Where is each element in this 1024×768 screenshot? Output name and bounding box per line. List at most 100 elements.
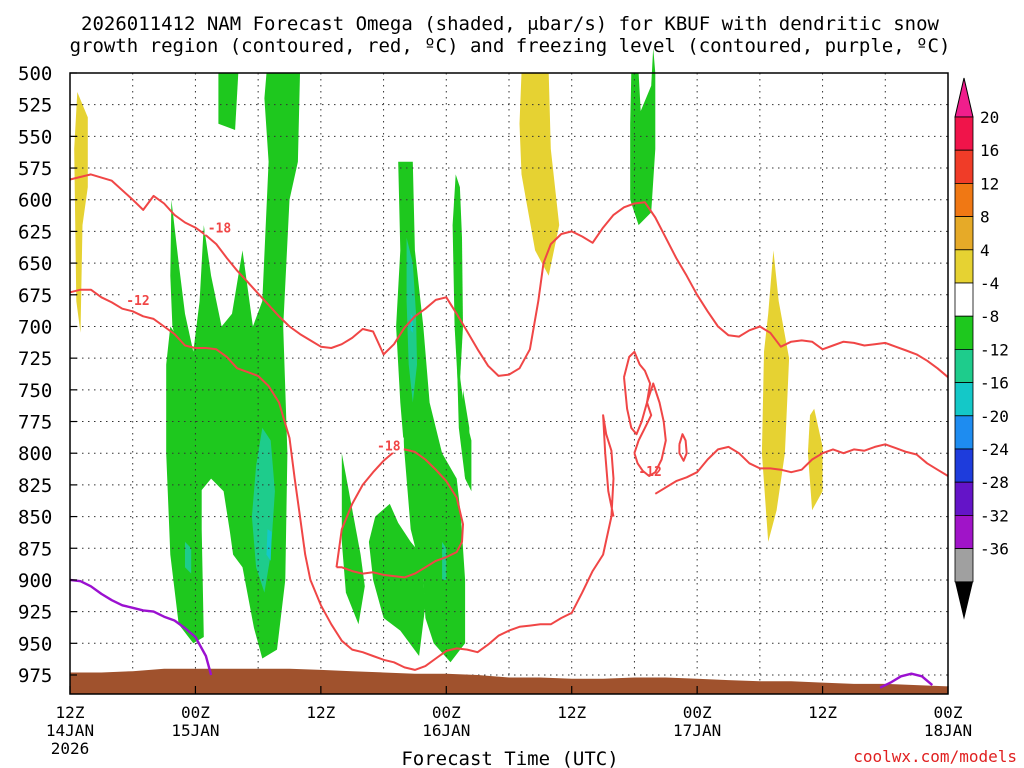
y-tick-label-525: 525: [18, 95, 52, 117]
colorbar-band-6: [954, 315, 974, 350]
colorbar-band-5: [954, 282, 974, 317]
omega-region-3: [807, 408, 823, 511]
x-tick-hour-36: 00Z: [432, 703, 461, 722]
terrain-layer: [70, 668, 948, 694]
chart-title-line-2: growth region (contoured, red, ºC) and f…: [70, 35, 951, 57]
colorbar-band-0: [954, 116, 974, 151]
red-contour-6: [623, 350, 652, 436]
y-tick-label-775: 775: [18, 412, 52, 434]
colorbar-band-10: [954, 448, 974, 483]
y-axis: 500 525 550 575 600 625 650 675 700 725 750 775 800 8…: [18, 63, 77, 687]
x-axis-label: Forecast Time (UTC): [401, 748, 618, 768]
temperature-contours: -18-12-18-12: [69, 173, 949, 689]
x-tick-year-0: 2026: [51, 739, 90, 758]
contour-label-1: -12: [126, 294, 149, 309]
contour-label-0: -18: [208, 222, 232, 237]
contour-label-bg-2: [373, 437, 404, 453]
contour-label-bg-1: [122, 291, 153, 307]
colorbar: 20 16 12 8 4 -4 -8 -12 -16 -20 -24 -28 -32 -36: [954, 77, 1009, 620]
omega-region-11: [452, 174, 463, 403]
y-tick-label-675: 675: [18, 285, 52, 307]
colorbar-band-9: [954, 415, 974, 450]
y-tick-label-500: 500: [18, 63, 52, 85]
y-tick-label-600: 600: [18, 190, 52, 212]
omega-region-18: [442, 541, 447, 580]
x-tick-hour-60: 00Z: [683, 703, 712, 722]
y-tick-label-550: 550: [18, 126, 52, 148]
omega-region-9: [456, 351, 472, 492]
omega-region-13: [368, 503, 426, 656]
omega-region-19: [266, 529, 272, 561]
y-tick-label-825: 825: [18, 475, 52, 497]
colorbar-bottom-arrow: [955, 581, 973, 620]
terrain-fill: [70, 668, 948, 694]
colorbar-label-9: -20: [980, 407, 1009, 426]
x-tick-hour-0: 12Z: [56, 703, 85, 722]
omega-region-0: [74, 92, 88, 333]
red-contour-3: [654, 443, 949, 495]
y-tick-label-575: 575: [18, 158, 52, 180]
omega-region-17: [185, 541, 192, 574]
omega-region-2: [761, 250, 790, 542]
red-contour-0: [69, 173, 949, 378]
red-contour-2: [335, 448, 464, 579]
colorbar-label-7: -12: [980, 340, 1009, 359]
red-contour-5: [678, 433, 688, 462]
y-tick-label-975: 975: [18, 665, 52, 687]
colorbar-band-13: [954, 548, 974, 583]
omega-region-12: [630, 47, 656, 226]
colorbar-band-11: [954, 481, 974, 516]
chart-title-line-1: 2026011412 NAM Forecast Omega (shaded, μ…: [81, 13, 939, 35]
x-tick-date-60: 17JAN: [673, 721, 721, 740]
y-tick-label-625: 625: [18, 221, 52, 243]
colorbar-label-1: 16: [980, 141, 999, 160]
x-tick-date-12: 15JAN: [171, 721, 219, 740]
x-tick-hour-72: 12Z: [808, 703, 837, 722]
colorbar-label-5: -4: [980, 274, 999, 293]
colorbar-label-13: -36: [980, 540, 1009, 559]
colorbar-label-6: -8: [980, 307, 999, 326]
contour-label-bg-0: [204, 219, 235, 235]
colorbar-band-4: [954, 249, 974, 284]
colorbar-label-11: -28: [980, 473, 1009, 492]
colorbar-label-2: 12: [980, 174, 999, 193]
colorbar-label-3: 8: [980, 208, 990, 227]
colorbar-band-2: [954, 182, 974, 217]
purple-contour-1: [879, 672, 934, 689]
y-tick-label-800: 800: [18, 443, 52, 465]
colorbar-label-4: 4: [980, 241, 990, 260]
credit-link[interactable]: coolwx.com/models: [853, 747, 1017, 766]
contour-label-2: -18: [377, 440, 401, 455]
omega-region-7: [341, 453, 365, 625]
colorbar-band-3: [954, 216, 974, 251]
omega-region-20: [410, 313, 413, 333]
x-tick-hour-12: 00Z: [181, 703, 210, 722]
colorbar-label-10: -24: [980, 440, 1009, 459]
x-tick-date-36: 16JAN: [422, 721, 470, 740]
y-tick-label-850: 850: [18, 507, 52, 529]
omega-region-1: [519, 73, 560, 276]
x-tick-date-84: 18JAN: [924, 721, 972, 740]
colorbar-label-12: -32: [980, 506, 1009, 525]
x-tick-hour-84: 00Z: [934, 703, 963, 722]
y-tick-label-650: 650: [18, 253, 52, 275]
plot-frame: [69, 72, 949, 695]
y-tick-label-925: 925: [18, 602, 52, 624]
gridlines: [70, 72, 948, 694]
red-contour-1: [69, 288, 615, 671]
x-tick-date-0: 14JAN: [46, 721, 94, 740]
colorbar-top-arrow: [954, 77, 974, 118]
colorbar-band-1: [954, 149, 974, 184]
colorbar-label-8: -16: [980, 374, 1009, 393]
x-tick-hour-24: 12Z: [306, 703, 335, 722]
red-contour-4: [633, 382, 667, 477]
purple-contour-0: [69, 578, 213, 676]
y-tick-label-725: 725: [18, 348, 52, 370]
colorbar-band-7: [954, 348, 974, 383]
colorbar-label-0: 20: [980, 108, 999, 127]
colorbar-band-8: [954, 382, 974, 417]
y-tick-label-900: 900: [18, 570, 52, 592]
x-tick-hour-48: 12Z: [557, 703, 586, 722]
